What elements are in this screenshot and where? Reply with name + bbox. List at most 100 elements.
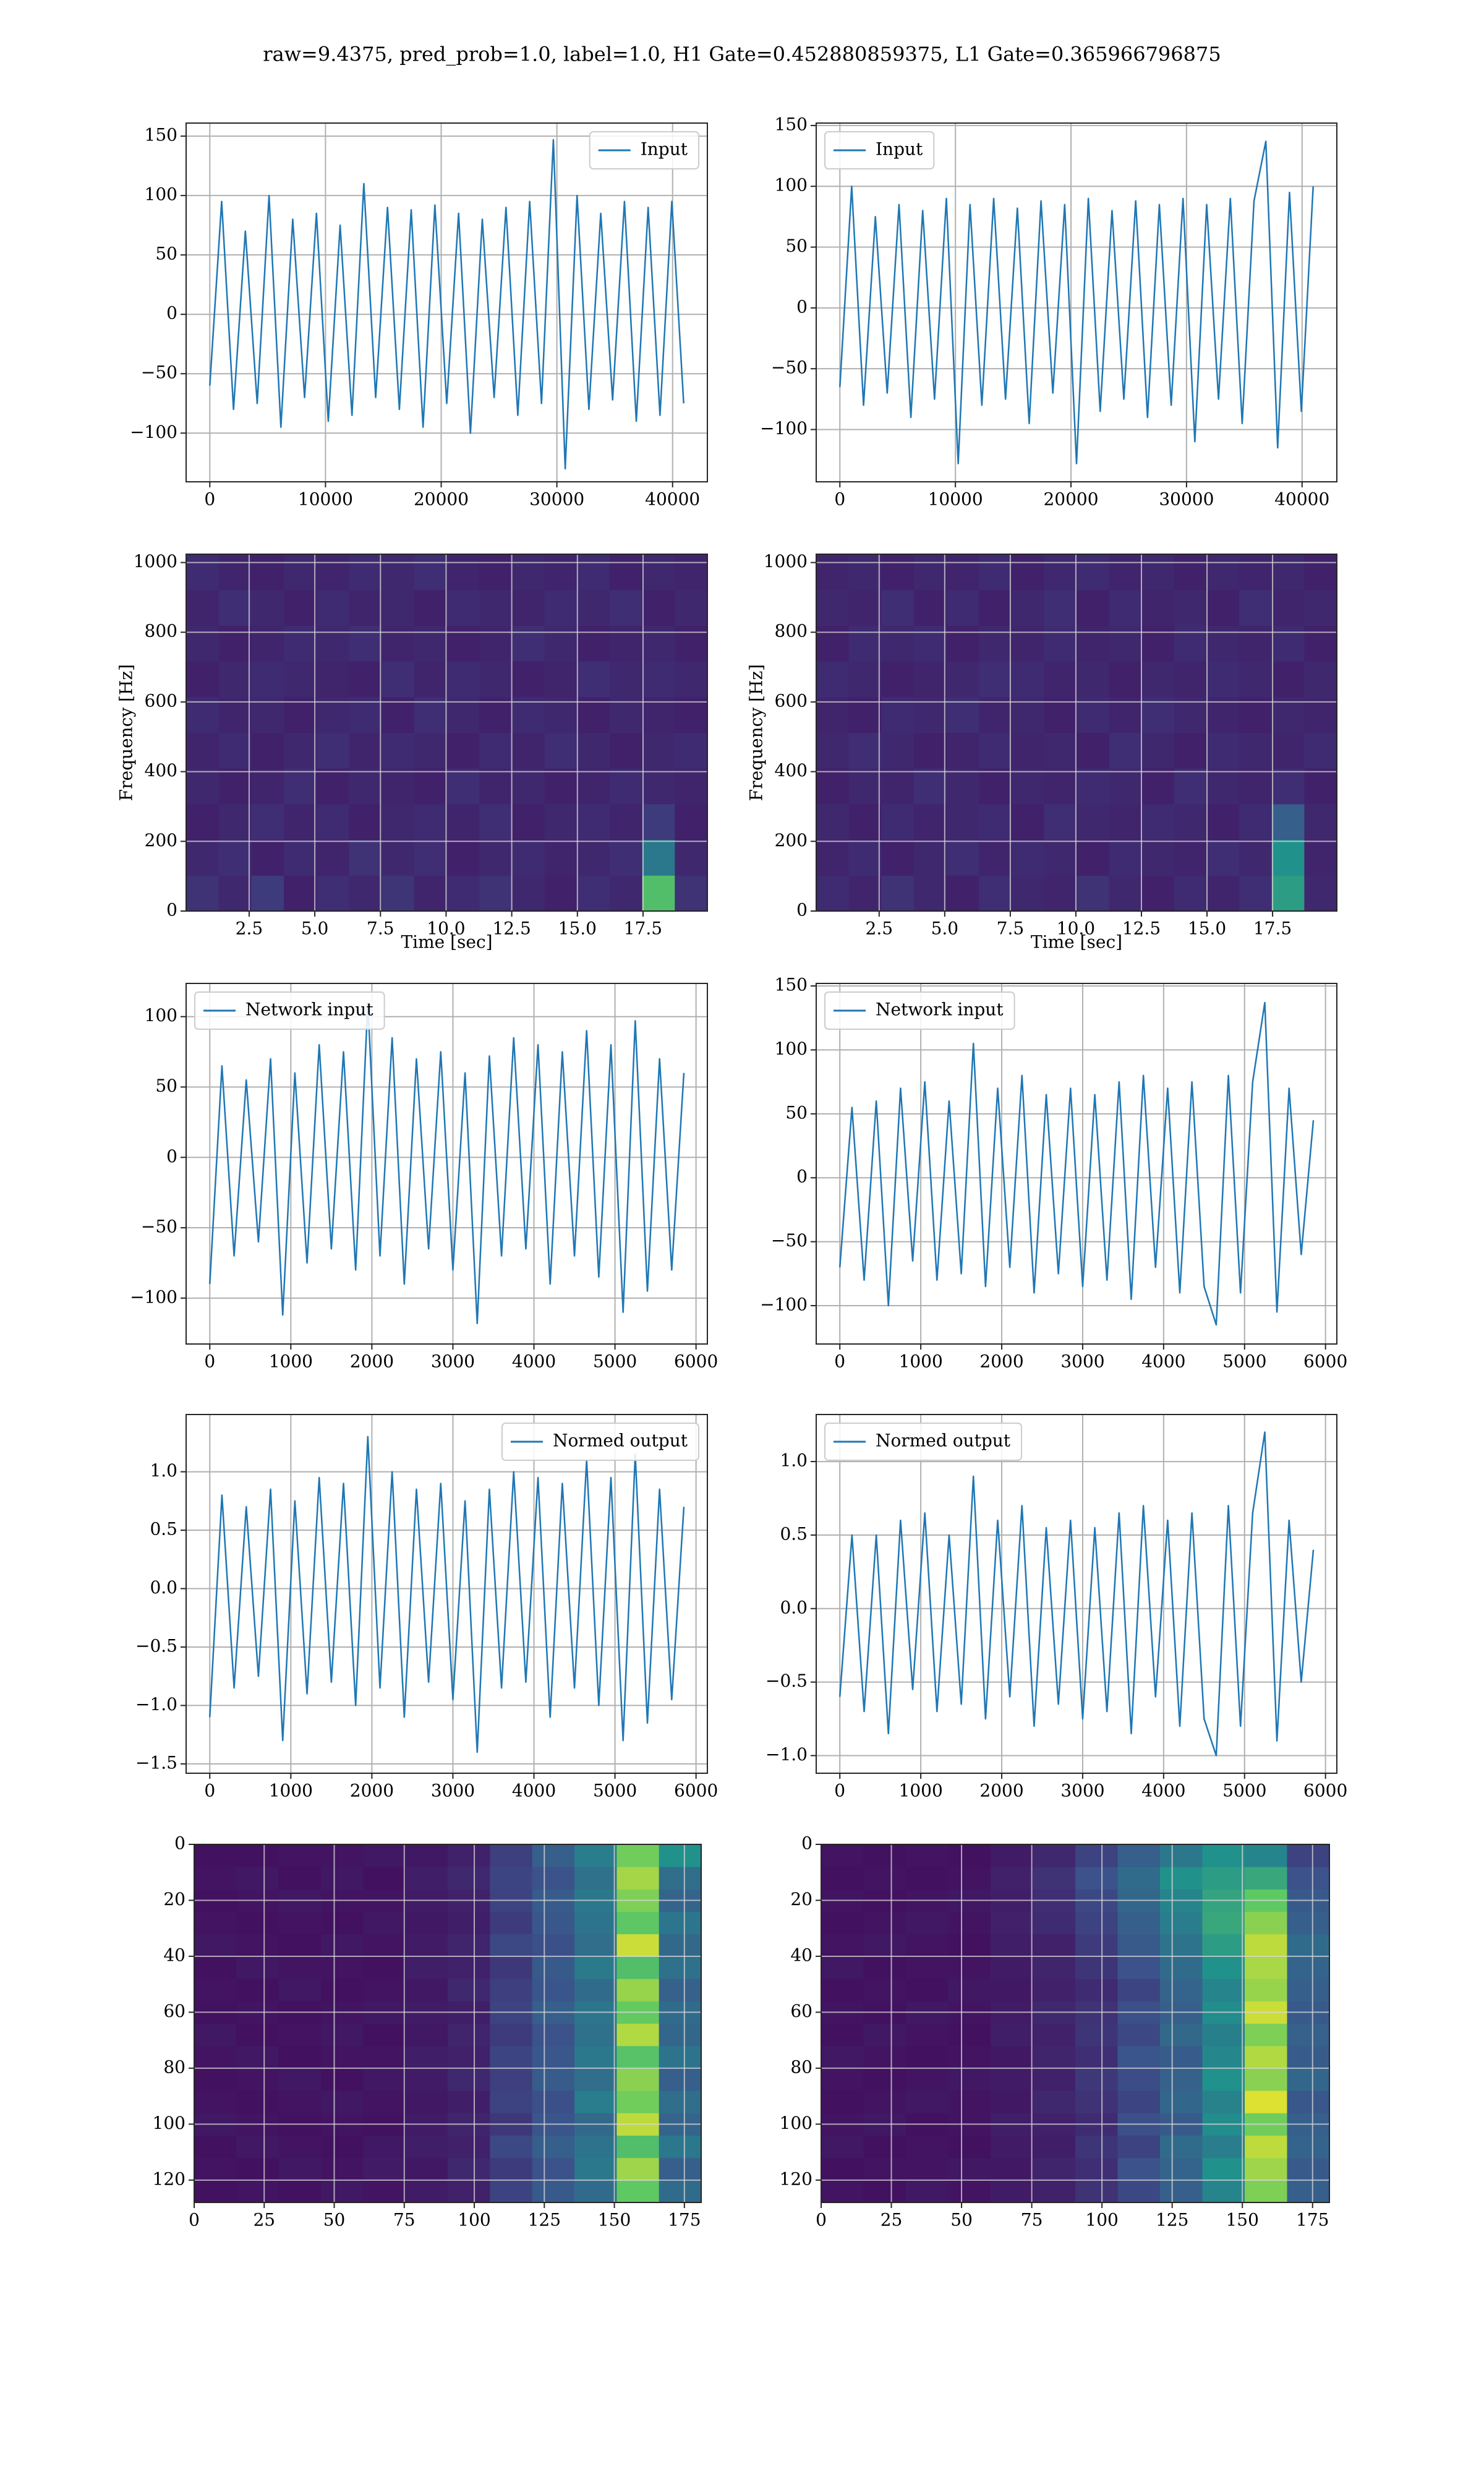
heat-cell <box>1245 2180 1287 2203</box>
heat-cell <box>236 1911 279 1935</box>
heat-cell <box>479 803 513 841</box>
heat-cell <box>1160 2023 1203 2047</box>
heat-cell <box>284 768 317 805</box>
heat-cell <box>609 589 643 626</box>
heat-cell <box>1206 768 1240 805</box>
heat-cell <box>405 2045 448 2069</box>
heat-cell <box>1117 2045 1161 2069</box>
heat-cell <box>1044 732 1077 769</box>
axes-frame <box>816 554 1337 912</box>
heat-cell <box>848 554 882 591</box>
heat-cell <box>1245 1979 1287 2001</box>
y-tick-label: 20 <box>790 1889 812 1909</box>
heat-cell <box>284 661 317 698</box>
y-tick-label: 100 <box>153 2113 186 2133</box>
heat-cell <box>642 589 675 626</box>
heat-cell <box>316 803 349 841</box>
heat-cell <box>574 2135 617 2159</box>
heat-cell <box>659 2091 702 2113</box>
heat-cell <box>848 839 882 876</box>
heat-cell <box>321 1956 364 1979</box>
heat-cell <box>1287 1844 1330 1867</box>
heat-cell <box>321 1979 364 2001</box>
heat-cell <box>821 1844 864 1867</box>
heat-cell <box>675 803 708 841</box>
y-tick-label: 0 <box>166 1146 177 1166</box>
heat-cell <box>574 1956 617 1979</box>
heat-cell <box>659 1956 702 1979</box>
heat-cell <box>349 732 382 769</box>
heat-cell <box>349 803 382 841</box>
heat-cell <box>448 1933 490 1957</box>
heat-cell <box>577 839 610 876</box>
heat-cell <box>490 2135 533 2159</box>
heat-cell <box>948 1867 991 1890</box>
heat-cell <box>1287 1867 1330 1890</box>
heat-cell <box>446 803 480 841</box>
heat-cell <box>316 696 349 733</box>
heat-cell <box>979 625 1012 662</box>
heat-cell <box>448 1911 490 1935</box>
heat-cell <box>363 2091 406 2113</box>
heat-cell <box>609 661 643 698</box>
y-tick-label: 800 <box>775 621 808 641</box>
heat-cell <box>906 1979 949 2001</box>
heat-cell <box>616 2180 660 2203</box>
heat-cell <box>821 2068 864 2091</box>
heat-cell <box>349 768 382 805</box>
legend-label: Input <box>641 139 688 160</box>
heat-cell <box>946 875 979 912</box>
heat-cell <box>574 1933 617 1957</box>
heat-cell <box>1202 1979 1245 2001</box>
heat-cell <box>532 1933 575 1957</box>
heat-cell <box>1011 661 1044 698</box>
heat-cell <box>1245 2045 1287 2069</box>
heat-cell <box>414 589 447 626</box>
heat-cell <box>881 554 915 591</box>
heat-cell <box>1271 839 1305 876</box>
heat-cell <box>979 589 1012 626</box>
x-tick-label: 3000 <box>1060 1781 1104 1801</box>
heat-cell <box>186 839 220 876</box>
heat-cell <box>1109 803 1142 841</box>
heat-cell <box>236 2180 279 2203</box>
x-tick-label: 15.0 <box>1188 918 1226 939</box>
heat-cell <box>1239 661 1273 698</box>
heat-cell <box>544 732 578 769</box>
heat-cell <box>1117 2157 1161 2181</box>
heat-cell <box>1239 732 1273 769</box>
heat-cell <box>349 875 382 912</box>
heat-cell <box>1304 732 1337 769</box>
heat-cell <box>1117 1844 1161 1867</box>
axes-frame <box>186 122 708 482</box>
heat-cell <box>1109 696 1142 733</box>
heat-cell <box>236 2045 279 2069</box>
heat-cell <box>816 875 850 912</box>
heat-cell <box>1160 2045 1203 2069</box>
x-tick-label: 40000 <box>1274 489 1329 510</box>
x-tick-label: 0 <box>834 1351 845 1372</box>
heat-cell <box>382 625 415 662</box>
heat-cell <box>1271 661 1305 698</box>
heat-cell <box>321 2091 364 2113</box>
heat-cell <box>1033 1933 1076 1957</box>
heat-cell <box>284 696 317 733</box>
heat-cell <box>251 839 284 876</box>
heat-cell <box>979 661 1012 698</box>
heat-cell <box>363 2180 406 2203</box>
heat-cell <box>532 2045 575 2069</box>
heat-cell <box>405 2135 448 2159</box>
heat-cell <box>321 2157 364 2181</box>
x-tick-label: 100 <box>458 2210 490 2230</box>
heat-cell <box>316 589 349 626</box>
heat-cell <box>1245 2068 1287 2091</box>
heat-cell <box>848 696 882 733</box>
heat-cell <box>881 875 915 912</box>
heat-cell <box>446 839 480 876</box>
heat-cell <box>616 2135 660 2159</box>
heat-cell <box>479 589 513 626</box>
heat-cell <box>609 625 643 662</box>
heat-cell <box>1287 2180 1330 2203</box>
y-tick-label: −50 <box>141 1217 177 1237</box>
x-tick-label: 4000 <box>512 1351 556 1372</box>
